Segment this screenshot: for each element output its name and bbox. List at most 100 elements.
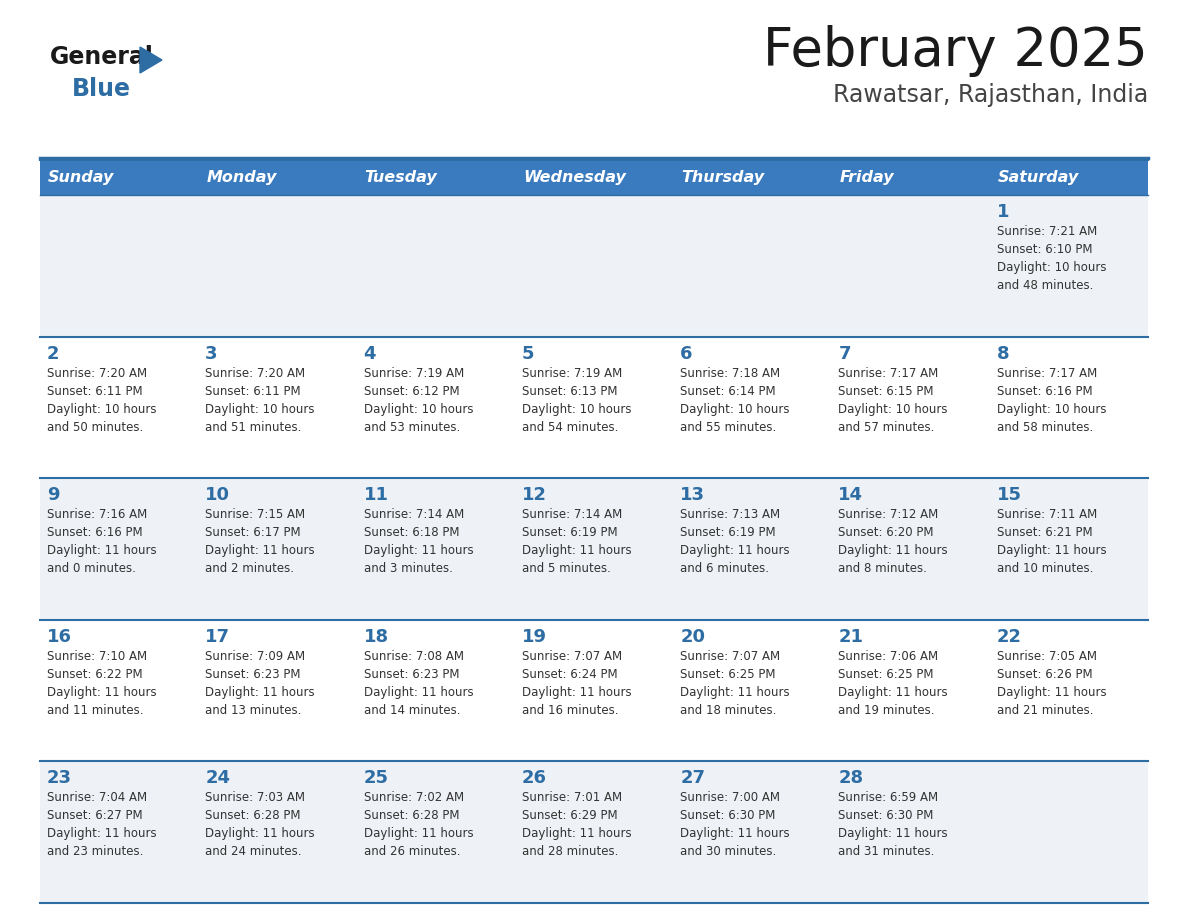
Text: 2: 2 bbox=[48, 344, 59, 363]
Text: Sunrise: 7:02 AM
Sunset: 6:28 PM
Daylight: 11 hours
and 26 minutes.: Sunrise: 7:02 AM Sunset: 6:28 PM Dayligh… bbox=[364, 791, 473, 858]
Bar bbox=[990, 478, 1148, 620]
Bar bbox=[198, 337, 356, 478]
Text: Sunrise: 7:05 AM
Sunset: 6:26 PM
Daylight: 11 hours
and 21 minutes.: Sunrise: 7:05 AM Sunset: 6:26 PM Dayligh… bbox=[997, 650, 1106, 717]
Bar bbox=[674, 478, 832, 620]
Bar bbox=[674, 761, 832, 903]
Text: Sunrise: 6:59 AM
Sunset: 6:30 PM
Daylight: 11 hours
and 31 minutes.: Sunrise: 6:59 AM Sunset: 6:30 PM Dayligh… bbox=[839, 791, 948, 858]
Text: 10: 10 bbox=[206, 487, 230, 504]
Text: Tuesday: Tuesday bbox=[365, 170, 437, 185]
Bar bbox=[990, 160, 1148, 195]
Text: Sunrise: 7:07 AM
Sunset: 6:25 PM
Daylight: 11 hours
and 18 minutes.: Sunrise: 7:07 AM Sunset: 6:25 PM Dayligh… bbox=[681, 650, 790, 717]
Text: 3: 3 bbox=[206, 344, 217, 363]
Bar bbox=[990, 337, 1148, 478]
Bar bbox=[832, 478, 990, 620]
Text: Sunrise: 7:07 AM
Sunset: 6:24 PM
Daylight: 11 hours
and 16 minutes.: Sunrise: 7:07 AM Sunset: 6:24 PM Dayligh… bbox=[522, 650, 632, 717]
Text: Sunrise: 7:13 AM
Sunset: 6:19 PM
Daylight: 11 hours
and 6 minutes.: Sunrise: 7:13 AM Sunset: 6:19 PM Dayligh… bbox=[681, 509, 790, 576]
Text: 22: 22 bbox=[997, 628, 1022, 645]
Text: 4: 4 bbox=[364, 344, 377, 363]
Bar bbox=[832, 160, 990, 195]
Text: Sunrise: 7:19 AM
Sunset: 6:13 PM
Daylight: 10 hours
and 54 minutes.: Sunrise: 7:19 AM Sunset: 6:13 PM Dayligh… bbox=[522, 366, 631, 433]
Bar bbox=[674, 337, 832, 478]
Text: Thursday: Thursday bbox=[681, 170, 764, 185]
Text: 8: 8 bbox=[997, 344, 1010, 363]
Bar bbox=[832, 337, 990, 478]
Text: General: General bbox=[50, 45, 154, 69]
Text: Blue: Blue bbox=[72, 77, 131, 101]
Text: Sunrise: 7:03 AM
Sunset: 6:28 PM
Daylight: 11 hours
and 24 minutes.: Sunrise: 7:03 AM Sunset: 6:28 PM Dayligh… bbox=[206, 791, 315, 858]
Text: 25: 25 bbox=[364, 769, 388, 788]
Text: 7: 7 bbox=[839, 344, 851, 363]
Bar bbox=[514, 761, 674, 903]
Bar bbox=[832, 761, 990, 903]
Bar bbox=[674, 195, 832, 337]
Text: Monday: Monday bbox=[207, 170, 277, 185]
Bar bbox=[990, 761, 1148, 903]
Text: Sunrise: 7:16 AM
Sunset: 6:16 PM
Daylight: 11 hours
and 0 minutes.: Sunrise: 7:16 AM Sunset: 6:16 PM Dayligh… bbox=[48, 509, 157, 576]
Text: Sunrise: 7:17 AM
Sunset: 6:16 PM
Daylight: 10 hours
and 58 minutes.: Sunrise: 7:17 AM Sunset: 6:16 PM Dayligh… bbox=[997, 366, 1106, 433]
Text: 11: 11 bbox=[364, 487, 388, 504]
Bar bbox=[832, 620, 990, 761]
Text: 18: 18 bbox=[364, 628, 388, 645]
Text: 15: 15 bbox=[997, 487, 1022, 504]
Polygon shape bbox=[140, 47, 162, 73]
Bar bbox=[198, 195, 356, 337]
Text: 12: 12 bbox=[522, 487, 546, 504]
Text: 23: 23 bbox=[48, 769, 72, 788]
Text: Sunrise: 7:14 AM
Sunset: 6:18 PM
Daylight: 11 hours
and 3 minutes.: Sunrise: 7:14 AM Sunset: 6:18 PM Dayligh… bbox=[364, 509, 473, 576]
Text: Sunrise: 7:04 AM
Sunset: 6:27 PM
Daylight: 11 hours
and 23 minutes.: Sunrise: 7:04 AM Sunset: 6:27 PM Dayligh… bbox=[48, 791, 157, 858]
Text: 26: 26 bbox=[522, 769, 546, 788]
Bar bbox=[832, 195, 990, 337]
Text: Sunrise: 7:06 AM
Sunset: 6:25 PM
Daylight: 11 hours
and 19 minutes.: Sunrise: 7:06 AM Sunset: 6:25 PM Dayligh… bbox=[839, 650, 948, 717]
Bar bbox=[40, 195, 198, 337]
Bar bbox=[198, 761, 356, 903]
Text: Wednesday: Wednesday bbox=[523, 170, 626, 185]
Text: Friday: Friday bbox=[840, 170, 895, 185]
Text: 1: 1 bbox=[997, 203, 1010, 221]
Text: Rawatsar, Rajasthan, India: Rawatsar, Rajasthan, India bbox=[833, 83, 1148, 107]
Bar bbox=[198, 160, 356, 195]
Text: Sunrise: 7:20 AM
Sunset: 6:11 PM
Daylight: 10 hours
and 50 minutes.: Sunrise: 7:20 AM Sunset: 6:11 PM Dayligh… bbox=[48, 366, 157, 433]
Bar bbox=[514, 620, 674, 761]
Bar bbox=[40, 761, 198, 903]
Bar bbox=[40, 337, 198, 478]
Text: Sunrise: 7:15 AM
Sunset: 6:17 PM
Daylight: 11 hours
and 2 minutes.: Sunrise: 7:15 AM Sunset: 6:17 PM Dayligh… bbox=[206, 509, 315, 576]
Text: Sunrise: 7:18 AM
Sunset: 6:14 PM
Daylight: 10 hours
and 55 minutes.: Sunrise: 7:18 AM Sunset: 6:14 PM Dayligh… bbox=[681, 366, 790, 433]
Text: Saturday: Saturday bbox=[998, 170, 1079, 185]
Bar bbox=[674, 620, 832, 761]
Bar bbox=[356, 160, 514, 195]
Bar bbox=[990, 195, 1148, 337]
Bar bbox=[990, 620, 1148, 761]
Bar bbox=[356, 478, 514, 620]
Text: February 2025: February 2025 bbox=[763, 25, 1148, 77]
Text: 20: 20 bbox=[681, 628, 706, 645]
Text: 9: 9 bbox=[48, 487, 59, 504]
Text: 16: 16 bbox=[48, 628, 72, 645]
Bar bbox=[356, 620, 514, 761]
Text: Sunrise: 7:12 AM
Sunset: 6:20 PM
Daylight: 11 hours
and 8 minutes.: Sunrise: 7:12 AM Sunset: 6:20 PM Dayligh… bbox=[839, 509, 948, 576]
Text: Sunrise: 7:19 AM
Sunset: 6:12 PM
Daylight: 10 hours
and 53 minutes.: Sunrise: 7:19 AM Sunset: 6:12 PM Dayligh… bbox=[364, 366, 473, 433]
Bar bbox=[40, 620, 198, 761]
Bar bbox=[514, 478, 674, 620]
Bar bbox=[356, 337, 514, 478]
Text: 5: 5 bbox=[522, 344, 535, 363]
Text: 13: 13 bbox=[681, 487, 706, 504]
Text: 6: 6 bbox=[681, 344, 693, 363]
Text: 21: 21 bbox=[839, 628, 864, 645]
Text: Sunday: Sunday bbox=[48, 170, 114, 185]
Bar bbox=[40, 478, 198, 620]
Text: 27: 27 bbox=[681, 769, 706, 788]
Text: 19: 19 bbox=[522, 628, 546, 645]
Text: 28: 28 bbox=[839, 769, 864, 788]
Text: Sunrise: 7:09 AM
Sunset: 6:23 PM
Daylight: 11 hours
and 13 minutes.: Sunrise: 7:09 AM Sunset: 6:23 PM Dayligh… bbox=[206, 650, 315, 717]
Text: Sunrise: 7:17 AM
Sunset: 6:15 PM
Daylight: 10 hours
and 57 minutes.: Sunrise: 7:17 AM Sunset: 6:15 PM Dayligh… bbox=[839, 366, 948, 433]
Bar bbox=[514, 160, 674, 195]
Text: Sunrise: 7:14 AM
Sunset: 6:19 PM
Daylight: 11 hours
and 5 minutes.: Sunrise: 7:14 AM Sunset: 6:19 PM Dayligh… bbox=[522, 509, 632, 576]
Bar bbox=[40, 160, 198, 195]
Bar bbox=[356, 195, 514, 337]
Text: Sunrise: 7:08 AM
Sunset: 6:23 PM
Daylight: 11 hours
and 14 minutes.: Sunrise: 7:08 AM Sunset: 6:23 PM Dayligh… bbox=[364, 650, 473, 717]
Text: Sunrise: 7:01 AM
Sunset: 6:29 PM
Daylight: 11 hours
and 28 minutes.: Sunrise: 7:01 AM Sunset: 6:29 PM Dayligh… bbox=[522, 791, 632, 858]
Bar bbox=[198, 620, 356, 761]
Text: Sunrise: 7:10 AM
Sunset: 6:22 PM
Daylight: 11 hours
and 11 minutes.: Sunrise: 7:10 AM Sunset: 6:22 PM Dayligh… bbox=[48, 650, 157, 717]
Text: 24: 24 bbox=[206, 769, 230, 788]
Text: 17: 17 bbox=[206, 628, 230, 645]
